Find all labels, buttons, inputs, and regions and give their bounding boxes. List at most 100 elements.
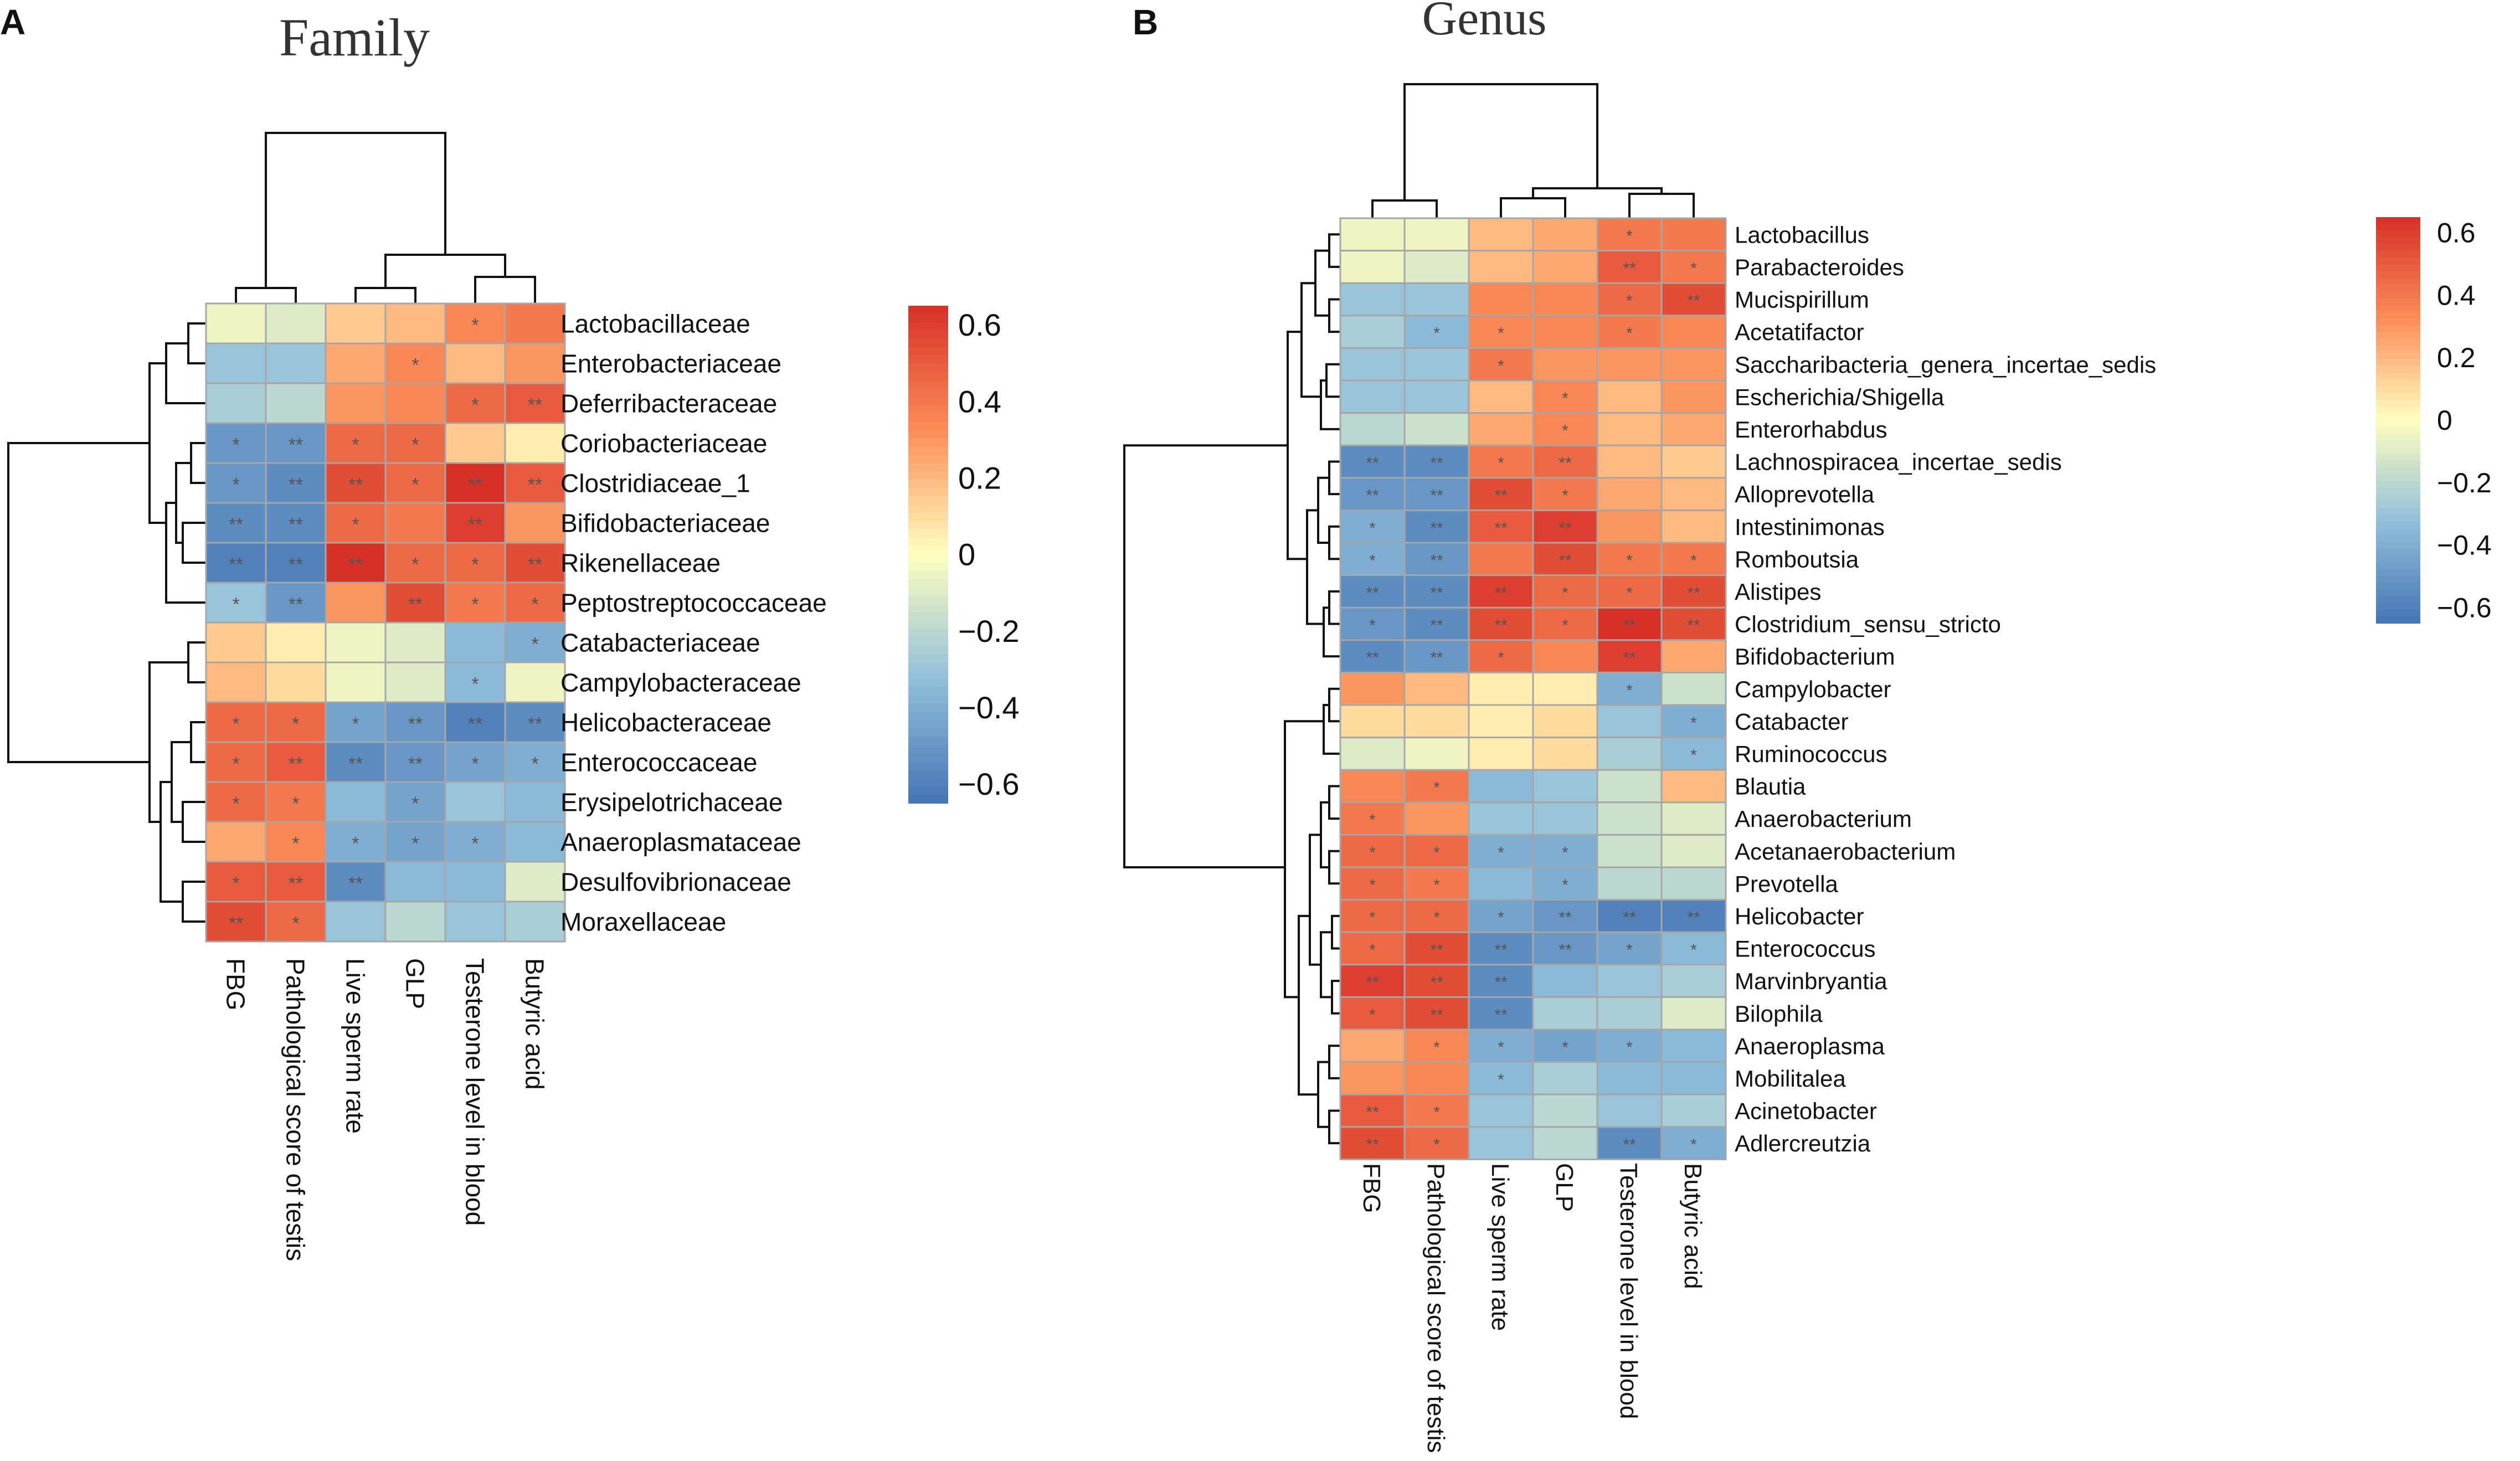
- row-label: Enterococcus: [1735, 936, 1875, 962]
- significance-mark: **: [1430, 519, 1443, 537]
- legend-swatch: [2376, 433, 2420, 441]
- legend-swatch: [908, 795, 948, 804]
- significance-mark: *: [1498, 357, 1504, 375]
- significance-mark: **: [528, 394, 542, 415]
- heatmap-cell: [1596, 509, 1663, 544]
- significance-mark: **: [348, 753, 363, 774]
- heatmap-cell: [504, 621, 566, 663]
- heatmap-cell: [444, 621, 506, 663]
- significance-mark: *: [292, 713, 299, 734]
- significance-mark: **: [1623, 260, 1636, 278]
- legend-tick-label: −0.6: [2437, 592, 2492, 623]
- row-label: Alloprevotella: [1735, 481, 1875, 507]
- significance-mark: **: [289, 434, 303, 455]
- significance-mark: *: [352, 833, 359, 854]
- row-label: Marvinbryantia: [1735, 968, 1888, 994]
- legend-tick-label: 0.6: [2437, 218, 2476, 249]
- legend-swatch: [908, 372, 948, 381]
- legend-swatch: [908, 745, 948, 754]
- column-label: Testerone level in blood: [460, 958, 489, 1226]
- heatmap-cell: [1660, 347, 1727, 382]
- heatmap-cell: [1339, 704, 1406, 739]
- dendrogram-branch: [1306, 509, 1324, 625]
- legend-swatch: [2376, 528, 2420, 536]
- legend-swatch: [2376, 521, 2420, 529]
- significance-mark: *: [1626, 1038, 1633, 1057]
- significance-mark: **: [1687, 616, 1700, 635]
- legend-swatch: [2376, 291, 2420, 299]
- significance-mark: *: [1626, 292, 1633, 310]
- significance-mark: *: [1626, 325, 1633, 343]
- heatmap-cell: [444, 901, 506, 943]
- dendrogram-branch: [160, 781, 183, 903]
- heatmap-cell: [1468, 477, 1534, 511]
- heatmap-cell: [265, 382, 327, 424]
- legend-swatch: [2376, 393, 2420, 400]
- row-label: Catabacteriaceae: [560, 629, 760, 657]
- heatmap-cell: [1339, 801, 1406, 836]
- legend-swatch: [2376, 366, 2420, 373]
- legend-swatch: [2376, 481, 2420, 488]
- significance-mark: *: [1369, 909, 1376, 927]
- panel-a-row-dendrogram: [7, 322, 206, 923]
- significance-mark: *: [1690, 747, 1697, 765]
- significance-mark: **: [408, 713, 423, 734]
- row-label: Lactobacillus: [1735, 222, 1869, 248]
- legend-swatch: [908, 620, 948, 630]
- significance-mark: **: [1687, 292, 1700, 310]
- row-label: Blautia: [1735, 774, 1806, 800]
- legend-swatch: [908, 380, 948, 389]
- legend-swatch: [2376, 494, 2420, 502]
- heatmap-cell: [1468, 217, 1534, 252]
- heatmap-cell: [1660, 834, 1727, 868]
- column-label: FBG: [1358, 1163, 1385, 1213]
- panel-a-column-labels: FBG Pathological score of testis Live sper…: [221, 958, 549, 1261]
- legend-swatch: [908, 712, 948, 721]
- heatmap-cell: [1339, 412, 1406, 446]
- significance-mark: *: [471, 833, 479, 854]
- significance-mark: **: [1494, 584, 1508, 603]
- legend-swatch: [908, 786, 948, 796]
- dendrogram-branch: [165, 342, 206, 404]
- significance-mark: *: [1498, 1071, 1504, 1089]
- row-label: Enterococcaceae: [560, 748, 757, 777]
- heatmap-cell: [1339, 282, 1406, 317]
- panel-b-label: B: [1133, 2, 1158, 42]
- row-label: Intestinimonas: [1735, 514, 1885, 540]
- heatmap-cell: [1468, 704, 1534, 739]
- row-label: Helicobacteraceae: [560, 708, 772, 737]
- legend-swatch: [908, 753, 948, 763]
- row-label: Acinetobacter: [1735, 1098, 1877, 1124]
- significance-mark: **: [528, 474, 542, 495]
- heatmap-cell: [1339, 931, 1406, 966]
- legend-swatch: [2376, 569, 2420, 577]
- heatmap-cell: [1403, 639, 1470, 673]
- significance-mark: **: [348, 873, 363, 894]
- legend-swatch: [2376, 359, 2420, 367]
- heatmap-cell: [1660, 542, 1727, 577]
- heatmap-cell: [504, 462, 566, 504]
- legend-swatch: [2376, 386, 2420, 394]
- significance-mark: **: [1366, 1136, 1379, 1154]
- significance-mark: **: [289, 474, 303, 495]
- heatmap-cell: [1339, 737, 1406, 771]
- legend-swatch: [908, 662, 948, 671]
- heatmap-cell: [205, 302, 267, 344]
- legend-swatch: [908, 595, 948, 605]
- heatmap-cell: [205, 741, 267, 783]
- significance-mark: **: [468, 474, 482, 495]
- panel-a-color-legend: 0.6 0.4 0.2 0 −0.2 −0.4 −0.6: [908, 306, 1020, 804]
- legend-swatch: [908, 587, 948, 596]
- legend-swatch: [2376, 407, 2420, 414]
- heatmap-cell: [1660, 444, 1727, 479]
- legend-swatch: [908, 521, 948, 531]
- row-label: Ruminococcus: [1735, 741, 1887, 767]
- heatmap-cell: [1660, 1028, 1727, 1063]
- heatmap-cell: [1660, 412, 1727, 446]
- heatmap-cell: [1660, 1061, 1727, 1095]
- heatmap-cell: [1468, 801, 1534, 836]
- heatmap-cell: [444, 342, 506, 384]
- significance-mark: *: [1562, 487, 1568, 505]
- heatmap-cell: [1596, 444, 1663, 479]
- panel-a-label: A: [0, 2, 25, 42]
